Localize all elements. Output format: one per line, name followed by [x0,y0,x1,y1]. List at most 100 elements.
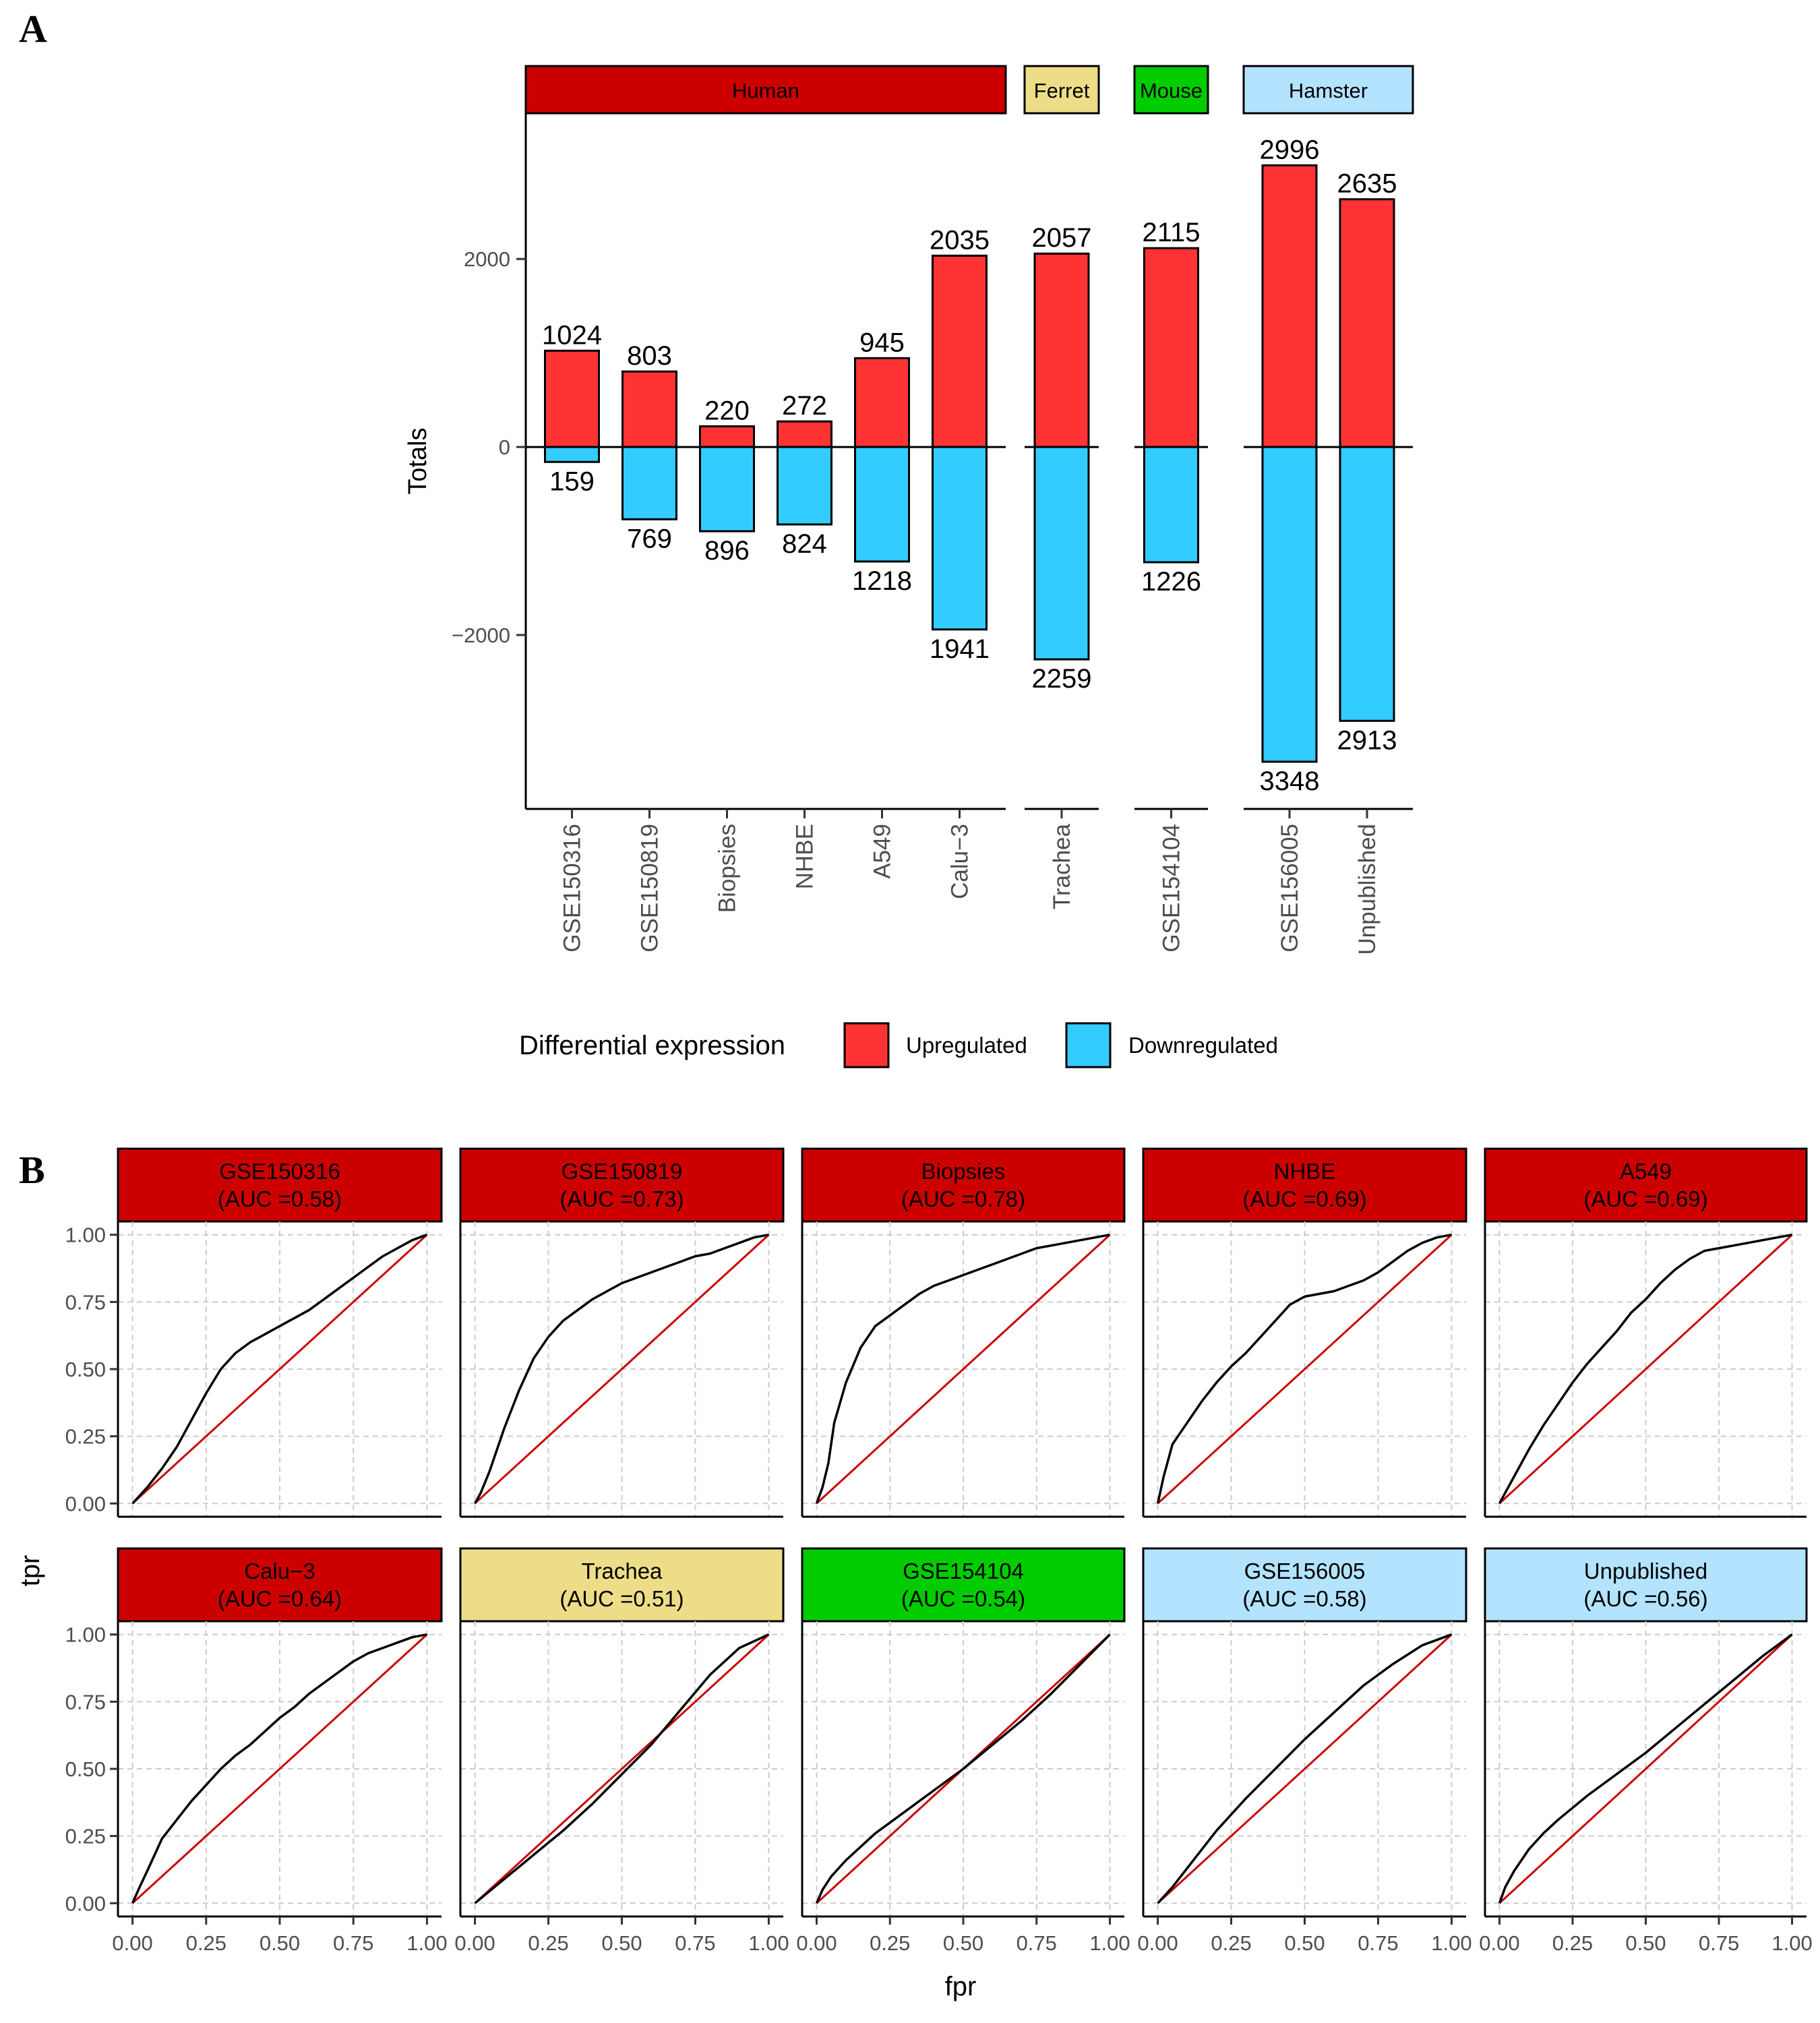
y-axis-title: Totals [404,427,432,494]
facet-strip [1242,65,1414,115]
x-tick-label: Trachea [1049,823,1075,909]
x-tick-label: 0.25 [528,1931,568,1955]
data-label-up: 1024 [542,320,602,350]
y-tick-label: 0.25 [65,1825,106,1848]
roc-curve [1156,1233,1452,1504]
facet-strip [1484,1147,1808,1223]
facet-auc: (AUC =0.54) [901,1586,1025,1611]
data-label-down: 896 [704,536,750,566]
data-label-up: 2115 [1142,218,1200,247]
facet-auc: (AUC =0.58) [218,1186,342,1211]
x-tick-label: 0.75 [333,1931,373,1955]
bar-downregulated [699,446,755,533]
x-tick-label: 0.00 [112,1931,152,1955]
data-label-up: 803 [627,341,672,371]
data-label-down: 1226 [1141,567,1201,597]
data-label-down: 3348 [1260,766,1320,796]
x-tick-label: 0.75 [675,1931,715,1955]
x-tick-label: 0.25 [1552,1931,1593,1955]
facet-strip-label: Hamster [1289,79,1368,102]
x-tick-label: 0.75 [1358,1931,1398,1955]
data-label-up: 2035 [930,225,990,255]
bar-upregulated [621,370,677,448]
bar-downregulated [854,446,910,563]
facet-strip-label: Human [732,79,799,102]
x-tick-label: A549 [870,824,896,879]
facet-title: NHBE [1274,1159,1336,1184]
facet-title: GSE156005 [1244,1559,1366,1583]
y-tick-label: 2000 [464,247,510,271]
y-tick-label: −2000 [452,624,510,647]
data-label-down: 824 [782,529,827,559]
data-label-down: 159 [549,466,595,496]
x-tick-label: 0.50 [1625,1931,1666,1955]
facet-title: Calu−3 [244,1559,315,1583]
data-label-up: 272 [782,391,827,421]
bar-upregulated [777,420,832,448]
diagonal-line [1157,1633,1453,1904]
y-tick-label: 1.00 [65,1224,106,1247]
bar-downregulated [544,446,600,463]
roc-curve [1157,1633,1453,1904]
x-tick-label: 0.00 [1137,1931,1178,1955]
bar-downregulated [777,446,832,526]
x-tick-label: 0.50 [601,1931,642,1955]
legend-label-upregulated: Upregulated [906,1033,1027,1058]
x-tick-label: 1.00 [406,1931,447,1955]
x-tick-label: 0.00 [454,1931,495,1955]
facet-strip-label: Mouse [1140,79,1203,102]
x-tick-label: 0.25 [870,1931,910,1955]
bar-downregulated [1033,446,1090,661]
bar-upregulated [699,425,755,448]
facet-title: GSE154104 [903,1559,1024,1583]
facet-strip-label: Ferret [1034,79,1090,102]
diagonal-line [474,1234,770,1505]
roc-curve [815,1233,1110,1504]
y-tick-label: 0.25 [65,1425,106,1449]
x-tick-label: GSE156005 [1277,824,1303,953]
y-tick-label: 0.50 [65,1358,106,1381]
data-label-down: 769 [627,524,672,553]
data-label-up: 2635 [1337,169,1397,199]
y-tick-label: 0.75 [65,1290,106,1314]
x-tick-label: 0.25 [186,1931,226,1955]
y-tick-label: 0.75 [65,1690,106,1714]
data-label-down: 1218 [852,566,912,596]
x-tick-label: GSE150316 [559,824,586,953]
x-tick-label: Unpublished [1354,824,1381,955]
y-axis-title: tpr [16,1555,45,1587]
x-tick-label: 0.00 [1479,1931,1519,1955]
y-tick-label: 1.00 [65,1623,106,1647]
facet-auc: (AUC =0.69) [1242,1186,1366,1211]
x-tick-label: 1.00 [1771,1931,1812,1955]
legend-key-downregulated [1065,1022,1112,1068]
facet-auc: (AUC =0.73) [559,1186,684,1211]
panel-label-b: B [19,1148,45,1192]
facet-title: GSE150819 [562,1159,683,1184]
facet-auc: (AUC =0.78) [901,1186,1025,1211]
roc-curve [815,1633,1111,1904]
data-label-up: 2996 [1260,135,1320,164]
data-label-up: 2057 [1032,223,1092,253]
bar-downregulated [621,446,677,520]
facet-strip [1133,65,1209,115]
bar-downregulated [1261,446,1318,763]
legend-title: Differential expression [519,1031,785,1060]
facet-strip [801,1147,1126,1223]
bar-upregulated [932,254,988,448]
facet-strip [459,1147,785,1223]
diagonal-line [131,1633,428,1904]
x-tick-label: Calu−3 [947,824,973,899]
diagonal-line [1157,1234,1453,1505]
legend-label-downregulated: Downregulated [1128,1033,1278,1058]
roc-curve [1498,1233,1792,1505]
diagonal-line [1498,1633,1793,1904]
facet-strip [117,1147,443,1223]
legend-key-upregulated [843,1022,890,1068]
roc-curve [474,1633,770,1904]
facet-title: A549 [1620,1159,1672,1184]
x-tick-label: 0.75 [1017,1931,1057,1955]
facet-title: GSE150316 [219,1159,340,1184]
